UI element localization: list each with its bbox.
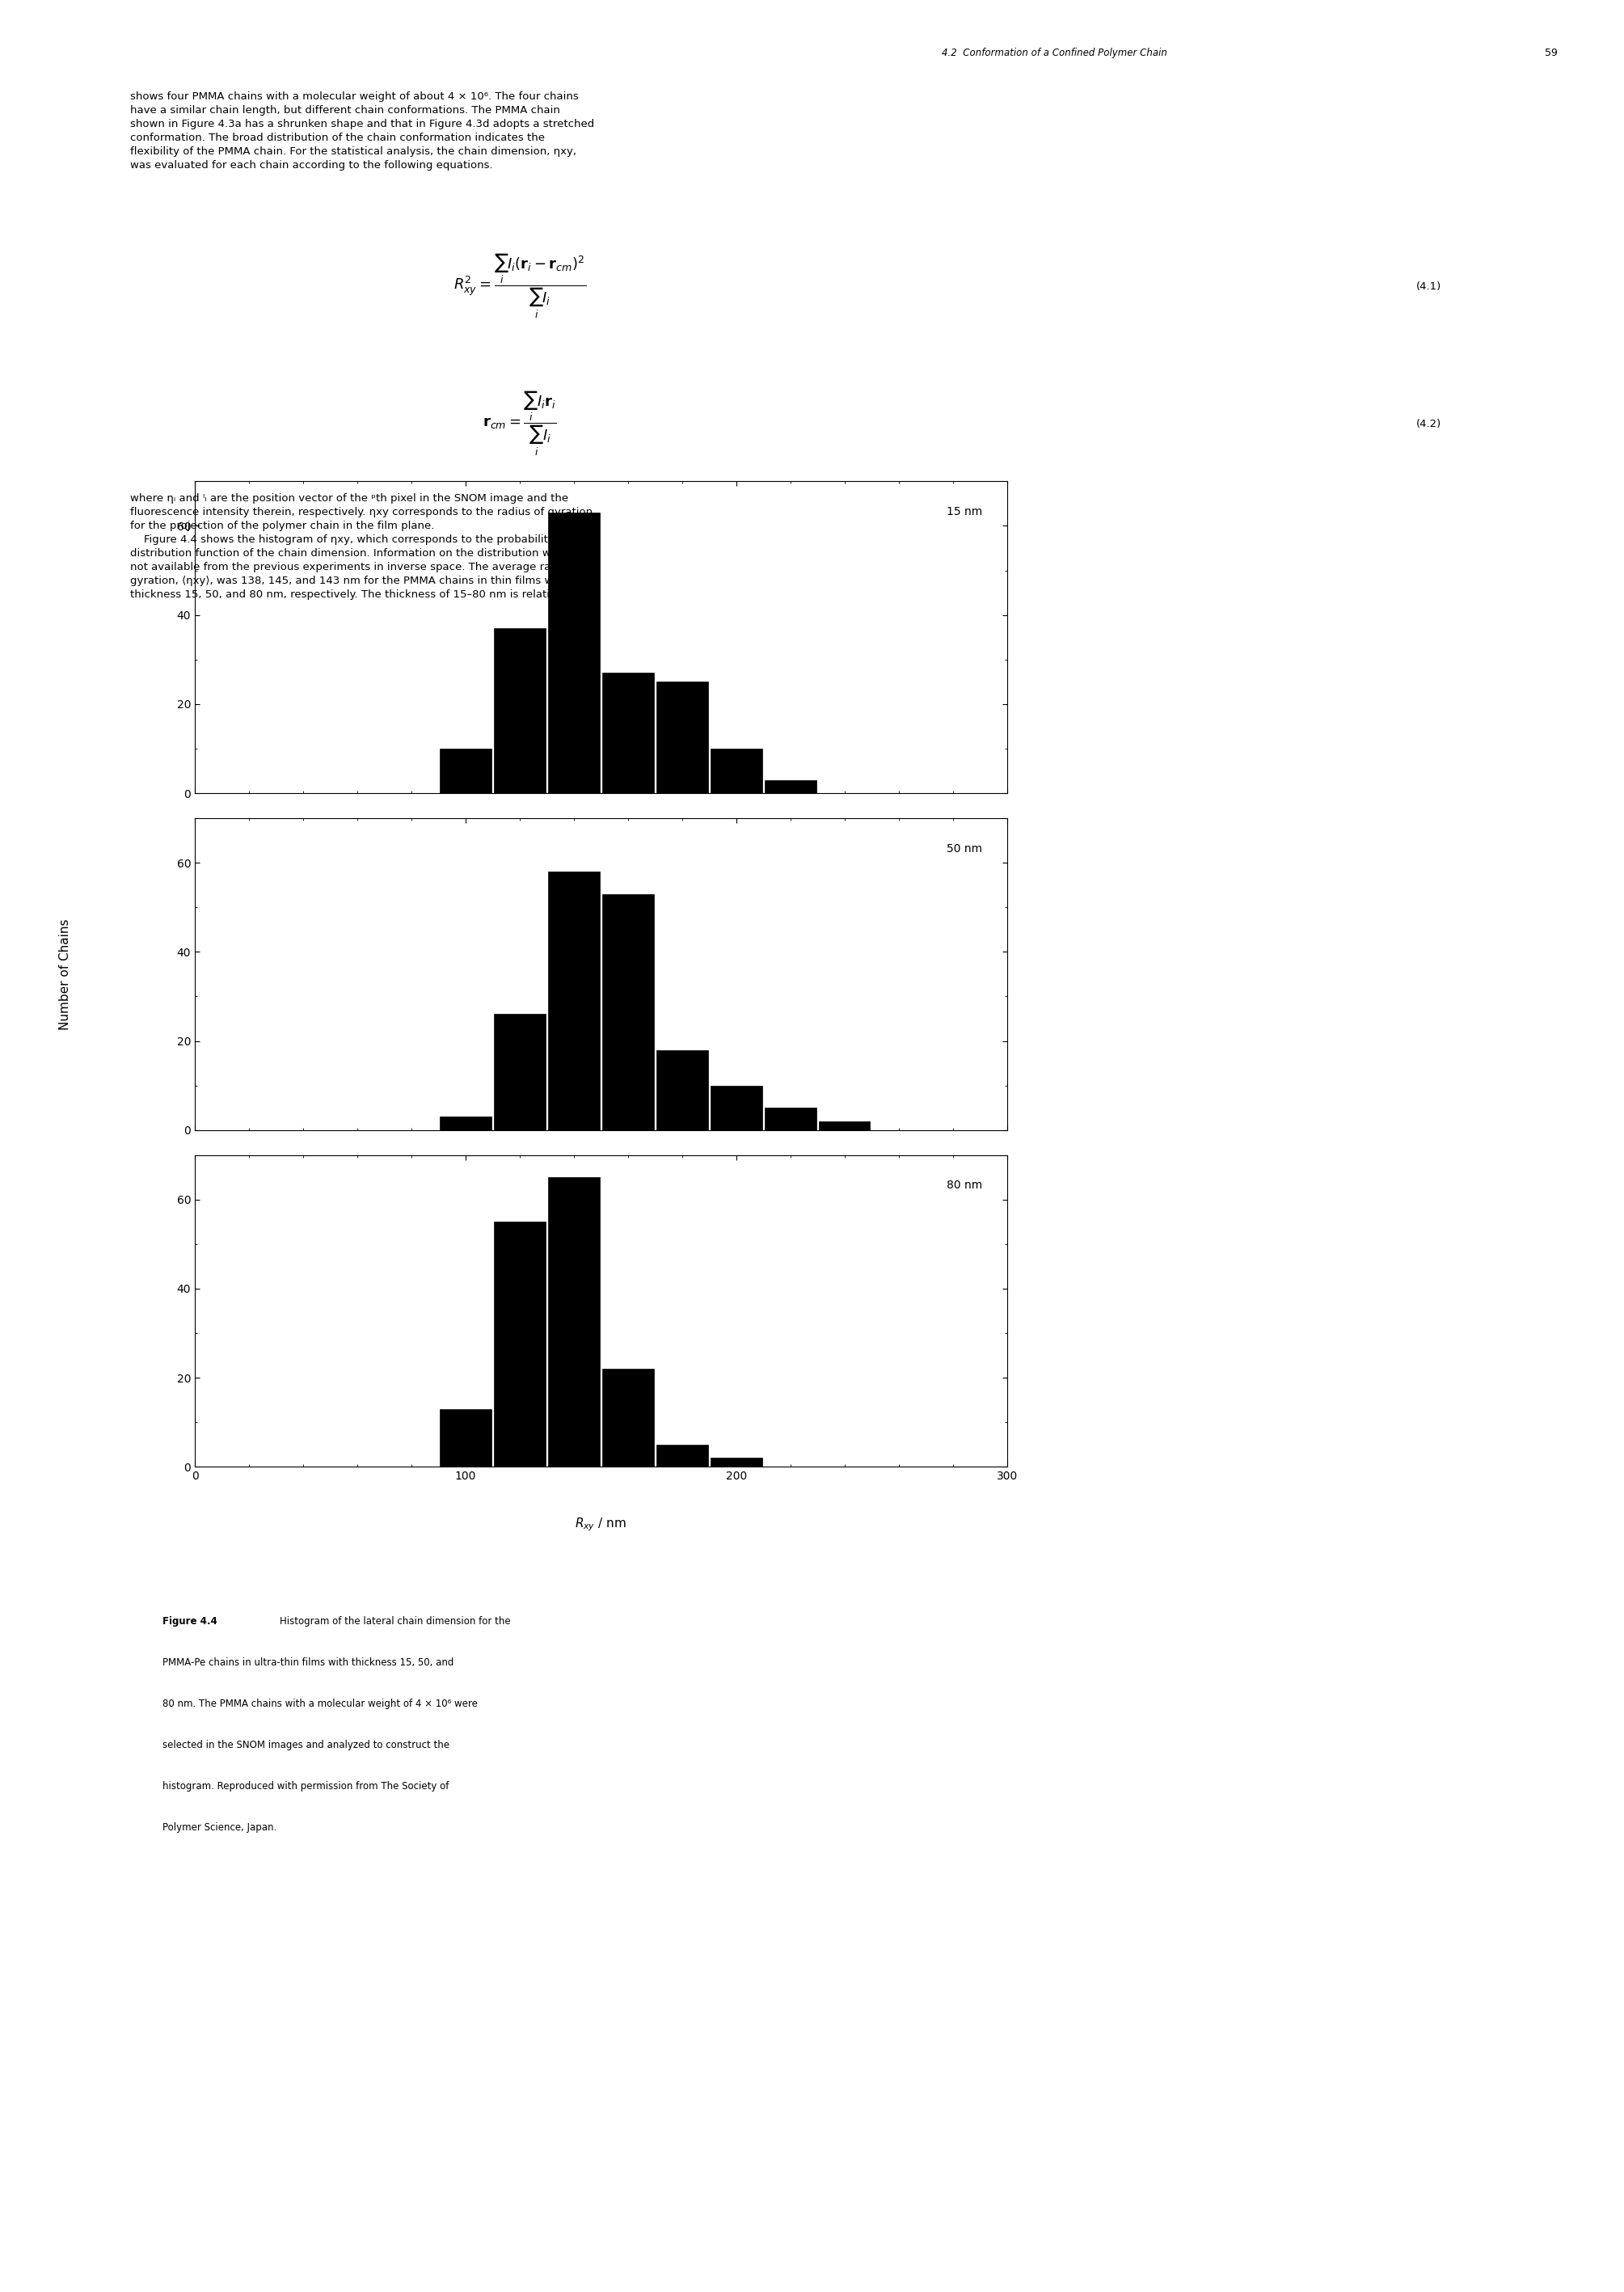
Bar: [656, 1050, 708, 1130]
Bar: [549, 871, 599, 1130]
Text: shows four PMMA chains with a molecular weight of about 4 × 10⁶. The four chains: shows four PMMA chains with a molecular …: [130, 92, 594, 172]
Text: 80 nm: 80 nm: [947, 1180, 983, 1192]
Bar: [765, 1107, 815, 1130]
Text: $R^2_{xy} = \dfrac{\sum_i I_i(\mathbf{r}_i - \mathbf{r}_{cm})^2}{\sum_i I_i}$: $R^2_{xy} = \dfrac{\sum_i I_i(\mathbf{r}…: [453, 252, 586, 321]
Text: 50 nm: 50 nm: [947, 843, 983, 855]
Text: Histogram of the lateral chain dimension for the: Histogram of the lateral chain dimension…: [279, 1616, 510, 1627]
Text: PMMA-Pe chains in ultra-thin films with thickness 15, 50, and: PMMA-Pe chains in ultra-thin films with …: [162, 1657, 453, 1669]
Text: 4.2  Conformation of a Confined Polymer Chain: 4.2 Conformation of a Confined Polymer C…: [942, 48, 1168, 57]
Bar: [818, 1121, 870, 1130]
Text: (4.2): (4.2): [1416, 419, 1442, 429]
Text: Number of Chains: Number of Chains: [58, 919, 71, 1029]
Text: 59: 59: [1544, 48, 1557, 57]
Bar: [711, 749, 762, 793]
Bar: [494, 1013, 546, 1130]
Text: histogram. Reproduced with permission from The Society of: histogram. Reproduced with permission fr…: [162, 1781, 448, 1792]
Text: Polymer Science, Japan.: Polymer Science, Japan.: [162, 1822, 276, 1834]
Bar: [656, 681, 708, 793]
Bar: [549, 1178, 599, 1467]
Bar: [711, 1458, 762, 1467]
Bar: [656, 1444, 708, 1467]
Bar: [494, 628, 546, 793]
Text: where ηᵢ and ᴵᵢ are the position vector of the ᵖth pixel in the SNOM image and t: where ηᵢ and ᴵᵢ are the position vector …: [130, 493, 593, 601]
Text: 15 nm: 15 nm: [947, 507, 983, 518]
Bar: [603, 674, 653, 793]
Text: (4.1): (4.1): [1416, 282, 1442, 291]
Text: selected in the SNOM images and analyzed to construct the: selected in the SNOM images and analyzed…: [162, 1740, 450, 1751]
Text: Figure 4.4: Figure 4.4: [162, 1616, 224, 1627]
Bar: [765, 779, 815, 793]
Text: $\mathbf{r}_{cm} = \dfrac{\sum_i I_i \mathbf{r}_i}{\sum_i I_i}$: $\mathbf{r}_{cm} = \dfrac{\sum_i I_i \ma…: [482, 390, 557, 458]
Bar: [440, 1410, 492, 1467]
Text: 80 nm. The PMMA chains with a molecular weight of 4 × 10⁶ were: 80 nm. The PMMA chains with a molecular …: [162, 1698, 477, 1710]
Bar: [711, 1086, 762, 1130]
Bar: [440, 1116, 492, 1130]
Bar: [603, 894, 653, 1130]
Text: $R_{xy}$ / nm: $R_{xy}$ / nm: [575, 1515, 627, 1533]
Bar: [549, 513, 599, 793]
Bar: [440, 749, 492, 793]
Bar: [603, 1368, 653, 1467]
Bar: [494, 1222, 546, 1467]
